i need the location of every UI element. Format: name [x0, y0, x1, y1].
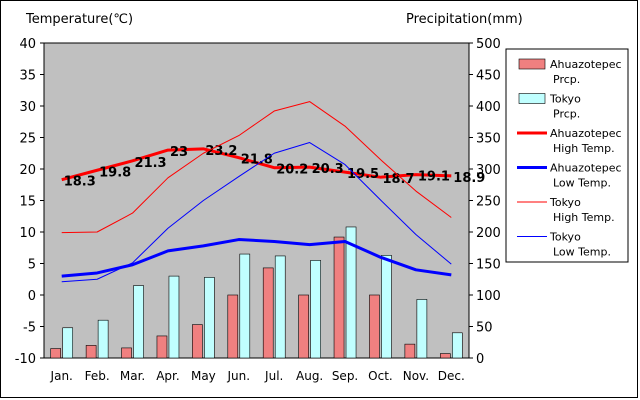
precip-bar: [121, 347, 132, 359]
x-tick-label: May: [191, 369, 216, 383]
data-label: 18.3: [64, 175, 96, 190]
right-tick-label: 450: [476, 69, 501, 84]
legend-swatch: [518, 93, 546, 104]
precip-bar: [97, 319, 109, 359]
right-axis-title: Precipitation(mm): [406, 12, 523, 27]
legend-box: [505, 48, 629, 263]
data-label: 18.9: [453, 171, 485, 186]
plot-area: [43, 42, 470, 359]
left-tick-label: 15: [19, 195, 36, 210]
precip-bar: [298, 294, 309, 359]
x-tick-label: Jan.: [50, 369, 73, 383]
left-tick-label: 10: [19, 226, 36, 241]
legend-label: High Temp.: [553, 211, 615, 224]
x-tick-label: Dec.: [438, 369, 465, 383]
data-label: 20.3: [312, 162, 344, 177]
precip-bar: [416, 299, 428, 359]
right-tick-label: 50: [476, 321, 493, 336]
data-label: 21.8: [241, 153, 273, 168]
left-tick-label: 0: [28, 289, 36, 304]
precip-bar: [439, 353, 451, 359]
x-tick-label: Mar.: [120, 369, 145, 383]
precip-bar: [62, 327, 74, 359]
data-label: 19.8: [99, 165, 131, 180]
precip-bar: [333, 236, 345, 359]
legend-label: Ahuazotepec: [550, 127, 622, 140]
data-label: 23: [170, 145, 188, 160]
legend-label: Ahuazotepec: [550, 162, 622, 175]
left-tick-label: 5: [28, 258, 36, 273]
precip-bar: [262, 267, 274, 359]
precip-bar: [274, 255, 286, 359]
temperature-line: [61, 142, 452, 283]
right-tick-label: 250: [476, 195, 501, 210]
legend-label: Tokyo: [549, 93, 581, 106]
legend-label: Prcp.: [553, 73, 580, 86]
left-tick-label: -5: [23, 321, 36, 336]
data-label: 19.1: [418, 170, 450, 185]
data-label: 18.7: [382, 172, 414, 187]
left-tick-label: 35: [19, 69, 36, 84]
legend-label: Tokyo: [549, 231, 581, 244]
precip-bar: [345, 226, 357, 359]
left-tick-label: 20: [19, 163, 36, 178]
precip-bar: [381, 255, 392, 359]
legend-label: Low Temp.: [553, 177, 611, 190]
legend-swatch: [518, 58, 546, 70]
data-label: 20.2: [276, 163, 308, 178]
data-label: 21.3: [135, 156, 167, 171]
left-tick-label: -10: [15, 352, 36, 367]
legend-label: Prcp.: [553, 108, 580, 121]
data-label: 19.5: [347, 167, 379, 182]
legend-label: Ahuazotepec: [550, 58, 622, 71]
x-tick-label: Jun.: [227, 369, 251, 383]
precip-bar: [404, 343, 416, 359]
precip-bar: [239, 253, 251, 359]
precip-bar: [168, 275, 180, 359]
x-tick-label: Sep.: [332, 369, 358, 383]
left-tick-label: 40: [19, 37, 36, 52]
x-tick-label: Apr.: [156, 369, 179, 383]
legend-label: Tokyo: [549, 196, 581, 209]
x-tick-label: Oct.: [368, 369, 393, 383]
left-tick-label: 30: [19, 100, 36, 115]
precip-bar: [50, 348, 62, 359]
legend-label: Low Temp.: [553, 246, 611, 259]
precip-bar: [192, 324, 203, 359]
right-tick-label: 300: [476, 163, 501, 178]
precip-bar: [227, 294, 239, 359]
x-tick-label: Nov.: [403, 369, 429, 383]
precip-bar: [310, 260, 321, 359]
right-tick-label: 100: [476, 289, 501, 304]
data-label: 23.2: [205, 144, 237, 159]
right-tick-label: 0: [476, 352, 484, 367]
right-tick-label: 400: [476, 100, 501, 115]
precip-bar: [156, 335, 168, 359]
x-tick-label: Feb.: [85, 369, 110, 383]
legend-label: High Temp.: [553, 142, 615, 155]
precip-bar: [85, 345, 97, 359]
right-tick-label: 200: [476, 226, 501, 241]
temperature-line: [61, 101, 452, 234]
x-tick-label: Aug.: [296, 369, 323, 383]
precip-bar: [369, 294, 380, 359]
left-tick-label: 25: [19, 132, 36, 147]
x-tick-label: Jul.: [264, 369, 283, 383]
precip-bar: [133, 285, 144, 359]
right-tick-label: 150: [476, 258, 501, 273]
right-tick-label: 500: [476, 37, 501, 52]
precip-bar: [204, 277, 215, 359]
right-tick-label: 350: [476, 132, 501, 147]
left-axis-title: Temperature(℃): [26, 12, 134, 27]
precip-bar: [451, 332, 463, 359]
temperature-line: [61, 147, 452, 182]
